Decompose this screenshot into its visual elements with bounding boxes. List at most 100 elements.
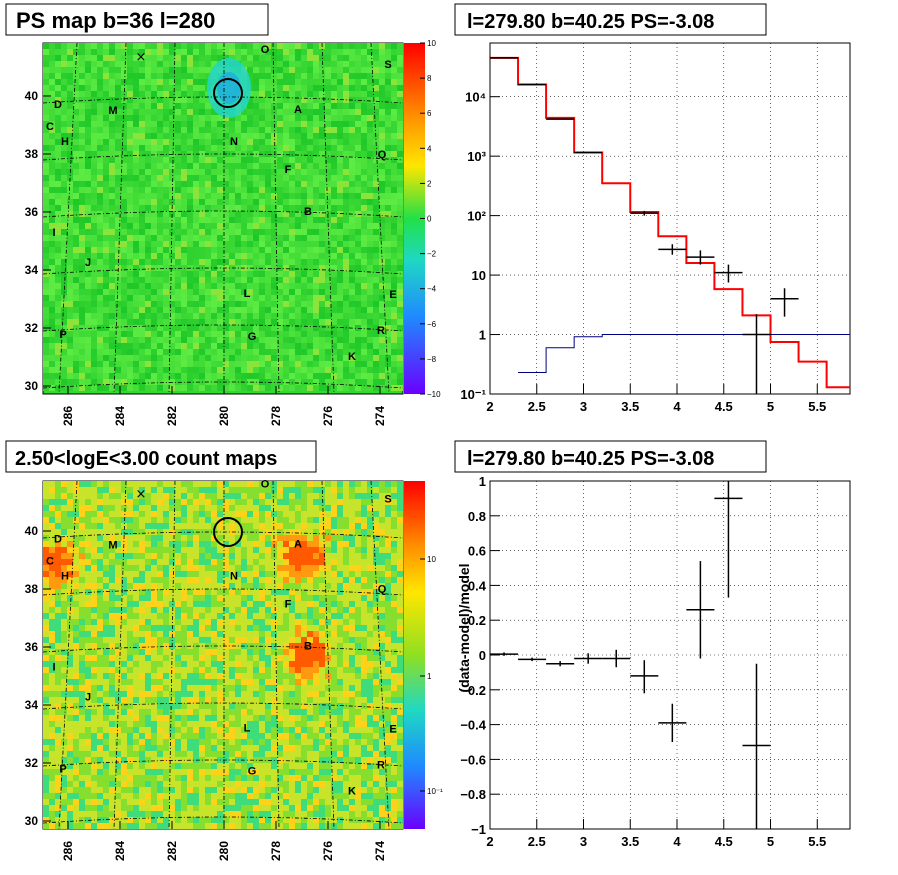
- source-label: K: [348, 785, 356, 797]
- source-label: D: [54, 533, 62, 545]
- colorbar-tick-label: 4: [427, 144, 432, 153]
- y-tick-label: 38: [25, 582, 39, 596]
- source-label: C: [46, 121, 54, 133]
- y-tick-label: 10⁴: [465, 90, 486, 105]
- grid-latitude-line: [42, 759, 404, 767]
- x-tick-label: 282: [165, 841, 179, 861]
- grid-longitude-line: [113, 480, 127, 830]
- grid-latitude-line: [42, 210, 404, 218]
- count-map-colorbar: 10 1 10⁻¹: [404, 481, 443, 829]
- y-tick-label: 1: [479, 474, 486, 489]
- grid-latitude-line: [42, 531, 404, 539]
- residual-y-label: (data-model)/model: [456, 563, 472, 692]
- x-tick-label: 276: [321, 406, 335, 426]
- count-map-title-box: [5, 440, 317, 473]
- source-label: N: [230, 570, 238, 582]
- residual-point: [686, 561, 715, 659]
- residual-point: [658, 703, 687, 742]
- x-tick-label: 4: [673, 834, 681, 849]
- y-tick-label: 36: [25, 640, 39, 654]
- colorbar-tick-label: −10: [427, 390, 441, 399]
- y-tick-label: 34: [25, 698, 39, 712]
- x-tick-label: 278: [269, 841, 283, 861]
- y-tick-label: 40: [25, 89, 39, 103]
- x-tick-label: 2: [486, 834, 493, 849]
- y-tick-label: 32: [25, 321, 39, 335]
- y-tick-label: −0.8: [460, 787, 486, 802]
- y-tick-label: −1: [471, 822, 486, 837]
- source-label: M: [108, 105, 117, 117]
- source-label: P: [59, 329, 66, 341]
- count-map-panel: × O S D M A CH N Q F B I J L E P G R K 286 284 282 280 278 276…: [5, 440, 443, 861]
- grid-latitude-line: [42, 96, 404, 104]
- grid-latitude-line: [42, 324, 404, 332]
- source-label: E: [389, 289, 396, 301]
- x-tick-label: 5.5: [808, 834, 826, 849]
- source-label: H: [61, 570, 69, 582]
- spectrum-panel: 2 2.5 3 3.5 4 4.5 5 5.5 10⁻¹ 1 10 10² 10³ 10⁴ l=279.…: [454, 3, 851, 414]
- source-label: L: [244, 722, 251, 734]
- ps-map-colorbar: 10 8 6 4 2 0 −2 −4 −6 −8 −10: [404, 39, 441, 399]
- count-map-x-axis: 286 284 282 280 278 276 274: [61, 821, 387, 861]
- grid-latitude-line: [42, 588, 404, 596]
- x-tick-label: 4.5: [715, 834, 733, 849]
- y-tick-label: 0.6: [468, 544, 486, 559]
- source-label: E: [389, 723, 396, 735]
- spectrum-title: l=279.80 b=40.25 PS=-3.08: [467, 11, 714, 33]
- spectrum-x-axis: 2 2.5 3 3.5 4 4.5 5 5.5: [486, 384, 826, 414]
- grid-latitude-line: [42, 153, 404, 161]
- x-tick-label: 4.5: [715, 399, 733, 414]
- source-label: J: [85, 257, 91, 269]
- residual-point: [714, 481, 743, 598]
- source-label: O: [261, 478, 270, 490]
- x-tick-label: 3: [580, 834, 587, 849]
- source-label: C: [46, 555, 54, 567]
- ps-map-x-axis: 286 284 282 280 278 276 274: [61, 386, 387, 426]
- y-tick-label: 40: [25, 524, 39, 538]
- colorbar-tick-label: 2: [427, 179, 432, 188]
- source-label: J: [85, 691, 91, 703]
- x-tick-label: 2.5: [528, 834, 546, 849]
- y-tick-label: 0: [479, 648, 486, 663]
- residual-point: [518, 657, 547, 662]
- residual-point: [630, 660, 659, 694]
- x-tick-label: 5: [767, 399, 774, 414]
- colorbar-tick-label: −4: [427, 285, 437, 294]
- count-map-pixels: [43, 481, 403, 829]
- ps-map-coordinate-grid: [42, 42, 404, 395]
- source-label: K: [348, 351, 356, 363]
- residual-point: [490, 652, 519, 656]
- count-map-y-axis: 30 32 34 36 38 40: [25, 524, 51, 828]
- model-total-step-line: [490, 56, 850, 389]
- y-tick-label: 0.2: [468, 613, 486, 628]
- ps-map-title-box: [5, 3, 269, 36]
- grid-longitude-line: [272, 480, 280, 830]
- y-tick-label: 0.4: [468, 578, 487, 593]
- y-tick-label: 10²: [467, 209, 486, 224]
- source-label: R: [377, 759, 385, 771]
- x-tick-label: 278: [269, 406, 283, 426]
- source-label: P: [59, 763, 66, 775]
- y-tick-label: 36: [25, 205, 39, 219]
- count-map-source-labels: O S D M A CH N Q F B I J L E P G R K: [46, 478, 397, 797]
- source-label: S: [384, 59, 391, 71]
- spectrum-series: [490, 56, 850, 394]
- x-tick-label: 3: [580, 399, 587, 414]
- grid-latitude-line: [42, 645, 404, 653]
- count-map-coordinate-grid: [42, 480, 404, 830]
- data-point: [630, 210, 659, 216]
- spectrum-y-axis: 10⁻¹ 1 10 10² 10³ 10⁴: [460, 90, 500, 402]
- colorbar-tick-label: 0: [427, 215, 432, 224]
- ps-map-cross-marker: ×: [136, 50, 147, 65]
- data-point: [714, 264, 743, 283]
- residual-title: l=279.80 b=40.25 PS=-3.08: [467, 448, 714, 470]
- y-tick-label: 10³: [467, 149, 486, 164]
- y-tick-label: 38: [25, 147, 39, 161]
- x-tick-label: 286: [61, 841, 75, 861]
- source-label: B: [304, 206, 312, 218]
- source-label: N: [230, 136, 238, 148]
- source-label: O: [261, 44, 270, 56]
- colorbar-tick-label: 10: [427, 39, 436, 48]
- source-label: M: [108, 539, 117, 551]
- source-label: G: [248, 765, 257, 777]
